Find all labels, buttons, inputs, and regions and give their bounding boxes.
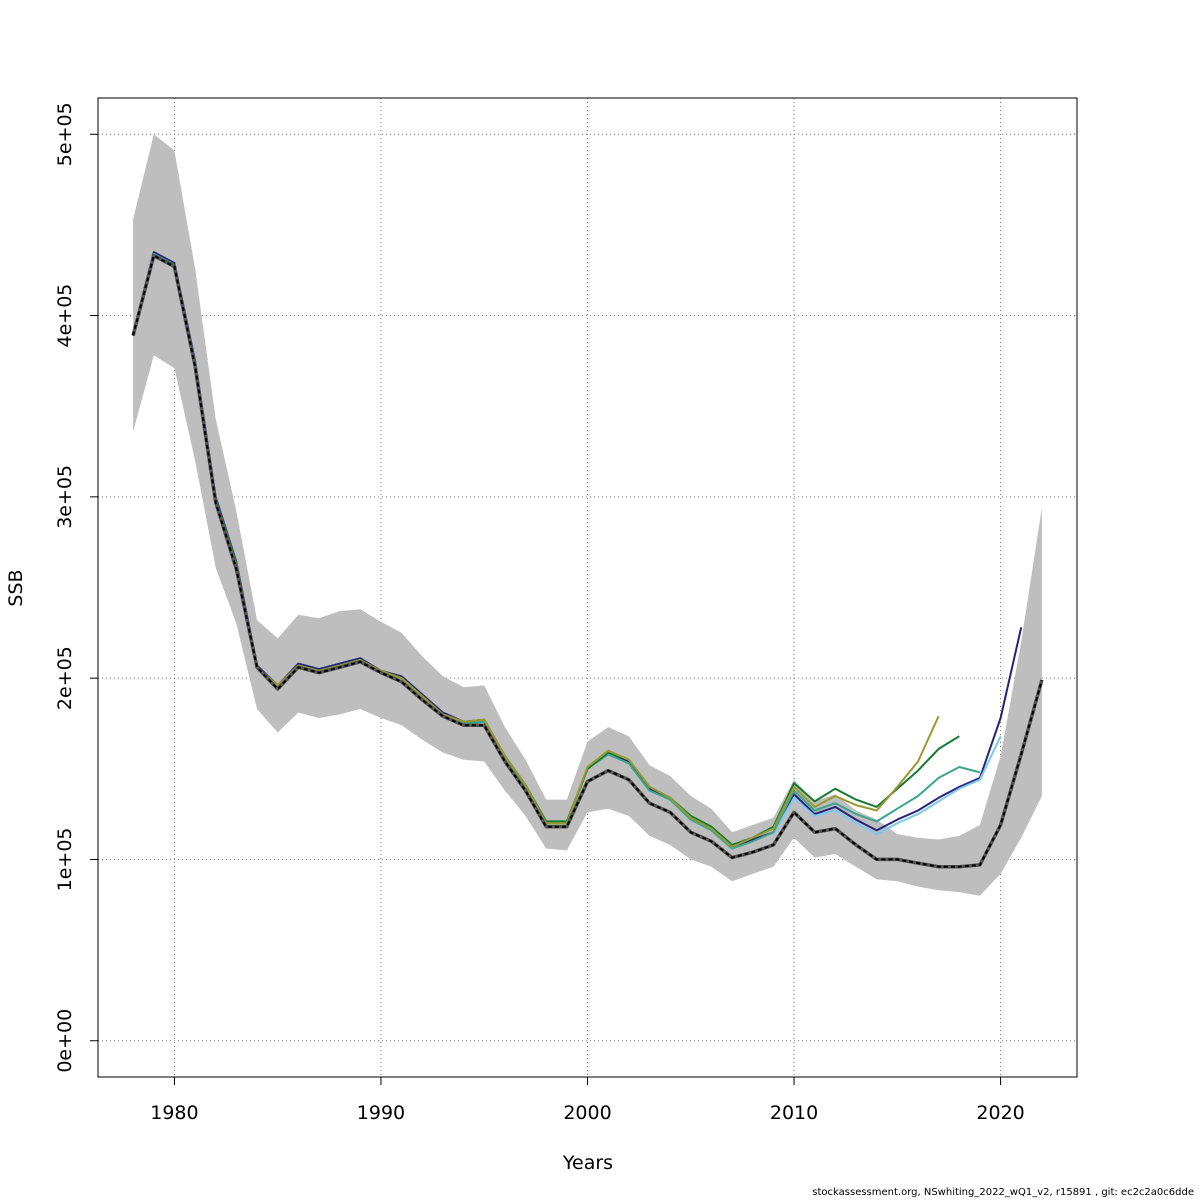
confidence-band-area	[133, 134, 1042, 896]
x-axis-label: Years	[562, 1152, 613, 1174]
y-tick-label: 5e+05	[54, 102, 76, 166]
y-tick-label: 1e+05	[54, 828, 76, 892]
series-lines	[131, 251, 1044, 869]
y-tick-label: 2e+05	[54, 646, 76, 710]
y-tick-label: 3e+05	[54, 465, 76, 529]
x-tick-label: 2010	[770, 1102, 818, 1124]
y-axis: 0e+00 1e+05 2e+05 3e+05 4e+05 5e+05	[54, 102, 98, 1073]
y-axis-label: SSB	[5, 569, 27, 606]
y-tick-label: 0e+00	[54, 1009, 76, 1073]
confidence-band	[133, 134, 1042, 896]
footer-caption: stockassessment.org, NSwhiting_2022_wQ1_…	[812, 1187, 1194, 1198]
series-line	[132, 252, 981, 850]
y-tick-label: 4e+05	[54, 284, 76, 348]
series-line	[132, 254, 940, 848]
x-tick-label: 2000	[563, 1102, 611, 1124]
x-axis: 1980 1990 2000 2010 2020	[150, 1077, 1025, 1124]
x-tick-label: 1990	[357, 1102, 405, 1124]
series-line	[132, 251, 1023, 848]
series-line-estimate	[132, 254, 1043, 868]
x-tick-label: 1980	[150, 1102, 198, 1124]
series-line	[772, 735, 1002, 836]
x-tick-label: 2020	[976, 1102, 1024, 1124]
series-line	[132, 254, 960, 846]
